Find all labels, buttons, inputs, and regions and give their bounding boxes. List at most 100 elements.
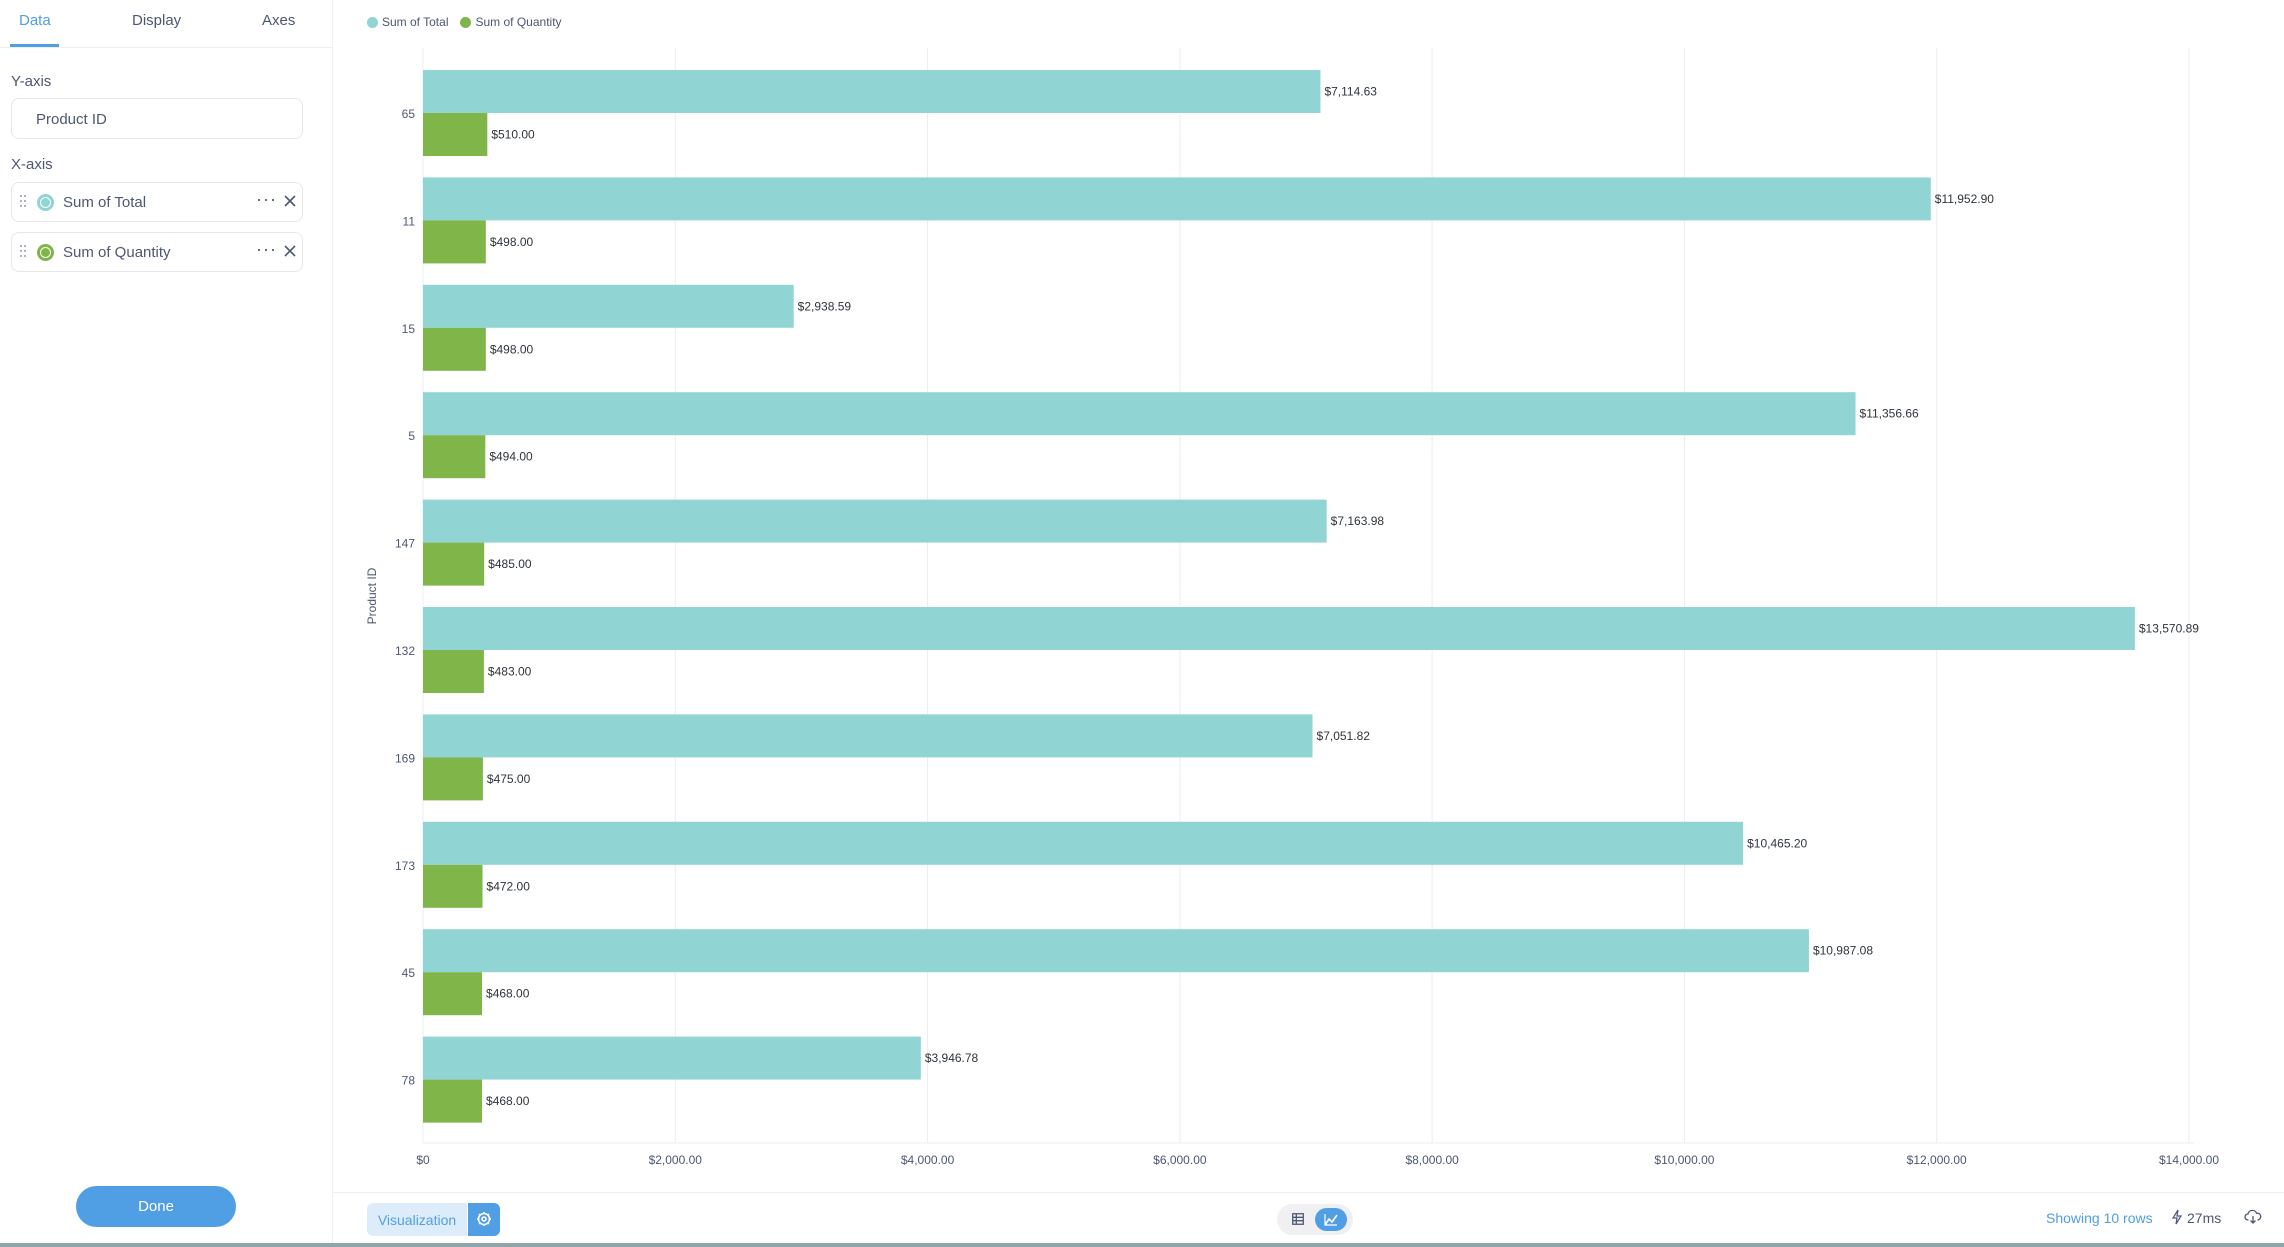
y-tick-label: 5 [408, 429, 415, 443]
visualization-button[interactable]: Visualization [367, 1203, 467, 1236]
data-label: $7,051.82 [1317, 729, 1371, 743]
data-label: $3,946.78 [925, 1051, 979, 1065]
y-tick-label: 65 [402, 107, 416, 121]
y-tick-label: 169 [395, 751, 415, 765]
bar-sum-of-quantity [423, 113, 488, 156]
bolt-icon [2172, 1209, 2182, 1225]
data-label: $11,952.90 [1935, 192, 1994, 206]
bar-sum-of-quantity [423, 864, 483, 908]
legend-item-sum-of-total[interactable]: Sum of Total [367, 14, 448, 30]
bar-sum-of-total [423, 70, 1321, 113]
series-label: Sum of Quantity [63, 244, 171, 261]
bar-sum-of-quantity [423, 327, 486, 371]
x-tick-label: $2,000.00 [649, 1153, 703, 1167]
series-row-sum-of-total[interactable]: Sum of Total ··· [11, 182, 303, 222]
x-tick-label: $12,000.00 [1907, 1153, 1967, 1167]
data-label: $10,987.08 [1813, 944, 1873, 958]
more-options-icon[interactable]: ··· [256, 239, 277, 259]
bar-sum-of-total [423, 1036, 921, 1080]
data-label: $510.00 [491, 128, 535, 142]
x-tick-label: $4,000.00 [901, 1153, 955, 1167]
drag-handle-icon[interactable] [20, 245, 28, 259]
chart-view-icon[interactable] [1315, 1208, 1347, 1231]
data-label: $7,163.98 [1331, 514, 1385, 528]
more-options-icon[interactable]: ··· [256, 189, 277, 209]
data-label: $7,114.63 [1324, 85, 1377, 99]
x-tick-label: $14,000.00 [2159, 1153, 2219, 1167]
tab-data[interactable]: Data [19, 12, 51, 29]
series-color-swatch[interactable] [37, 194, 54, 211]
done-button[interactable]: Done [76, 1186, 236, 1227]
data-label: $11,356.66 [1860, 407, 1919, 421]
data-label: $494.00 [489, 450, 533, 464]
query-footer: Visualization Showing 10 rows 27ms [334, 1192, 2284, 1243]
y-tick-label: 78 [402, 1074, 416, 1088]
remove-series-icon[interactable] [282, 241, 298, 261]
bar-sum-of-quantity [423, 220, 486, 264]
view-toggle [1277, 1204, 1353, 1235]
row-count-link[interactable]: Showing 10 rows [2046, 1210, 2153, 1226]
y-tick-label: 173 [395, 859, 415, 873]
bar-sum-of-quantity [423, 650, 484, 693]
chart-area: Sum of Total Sum of Quantity $0 $2,000.00… [334, 0, 2284, 1243]
series-row-sum-of-quantity[interactable]: Sum of Quantity ··· [11, 232, 303, 272]
data-label: $472.00 [487, 879, 531, 893]
data-label: $485.00 [488, 557, 532, 571]
x-tick-label: $10,000.00 [1654, 1153, 1714, 1167]
bar-sum-of-quantity [423, 435, 486, 479]
data-label: $2,938.59 [798, 299, 852, 313]
drag-handle-icon[interactable] [20, 195, 28, 209]
legend-label: Sum of Quantity [475, 15, 562, 29]
y-axis-heading: Y-axis [11, 73, 52, 90]
y-axis-field-select[interactable]: Product ID [11, 98, 303, 139]
data-label: $475.00 [487, 772, 531, 786]
bar-sum-of-total [423, 392, 1856, 436]
bar-sum-of-total [423, 929, 1809, 973]
viz-settings-gear-icon[interactable] [468, 1203, 500, 1236]
tab-display[interactable]: Display [132, 12, 182, 29]
bar-chart: $0 $2,000.00 $4,000.00 $6,000.00 $8,000.00 $1… [365, 48, 2219, 1167]
data-label: $10,465.20 [1747, 836, 1807, 850]
bar-sum-of-total [423, 714, 1313, 758]
legend-item-sum-of-quantity[interactable]: Sum of Quantity [460, 14, 562, 30]
legend-label: Sum of Total [382, 15, 449, 29]
y-axis-field-value: Product ID [36, 111, 107, 128]
bar-sum-of-quantity [423, 972, 483, 1016]
y-tick-label: 15 [402, 322, 416, 336]
y-tick-label: 45 [402, 966, 416, 980]
tab-axes[interactable]: Axes [262, 12, 296, 29]
data-label: $483.00 [488, 665, 532, 679]
bottom-border [0, 1243, 2284, 1247]
settings-sidebar: Data Display Axes Y-axis Product ID X-ax… [0, 0, 333, 1243]
settings-tabs: Data Display Axes [0, 0, 332, 48]
bar-sum-of-total [423, 607, 2135, 650]
y-axis-title: Product ID [365, 567, 379, 624]
bar-sum-of-quantity [423, 542, 485, 586]
x-tick-label: $8,000.00 [1405, 1153, 1459, 1167]
legend-dot-icon [460, 16, 472, 28]
x-tick-label: $0 [416, 1153, 430, 1167]
table-view-icon[interactable] [1283, 1208, 1313, 1231]
data-label: $13,570.89 [2139, 622, 2199, 636]
y-tick-label: 147 [395, 537, 415, 551]
data-label: $498.00 [490, 342, 534, 356]
download-cloud-icon[interactable] [2244, 1209, 2262, 1225]
data-label: $498.00 [490, 235, 534, 249]
bar-sum-of-total [423, 177, 1931, 221]
active-tab-indicator [10, 44, 59, 47]
data-label: $468.00 [486, 1094, 530, 1108]
chart-legend: Sum of Total Sum of Quantity [367, 14, 562, 30]
data-label: $468.00 [486, 987, 530, 1001]
query-time: 27ms [2187, 1210, 2222, 1226]
x-axis-heading: X-axis [11, 156, 53, 173]
legend-dot-icon [367, 16, 378, 28]
bar-sum-of-total [423, 499, 1327, 543]
bar-sum-of-quantity [423, 757, 483, 801]
series-color-swatch[interactable] [37, 244, 54, 261]
remove-series-icon[interactable] [282, 191, 298, 211]
bar-sum-of-total [423, 284, 794, 328]
y-tick-label: 11 [403, 214, 416, 228]
y-tick-label: 132 [395, 644, 415, 658]
series-label: Sum of Total [63, 194, 147, 211]
bar-sum-of-total [423, 821, 1744, 865]
